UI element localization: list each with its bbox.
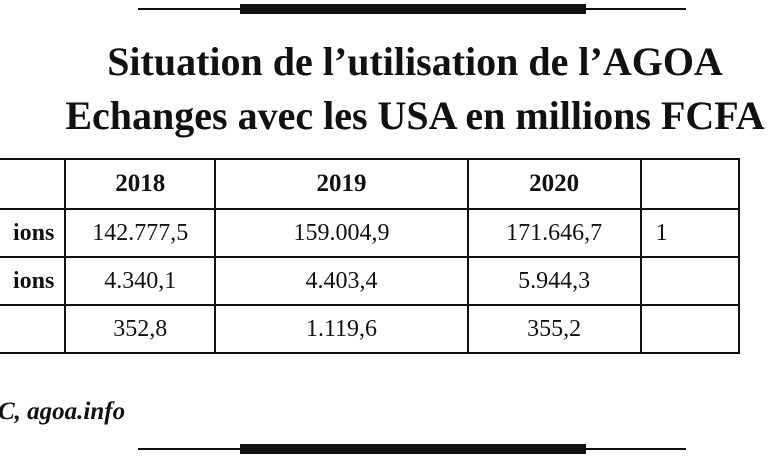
table-cell: 352,8 (64, 304, 217, 354)
title-line-1: Situation de l’utilisation de l’AGOA (107, 39, 723, 84)
source-note: C, agoa.info (0, 398, 126, 425)
table-cell: 171.646,7 (466, 208, 642, 258)
table-row: ions 4.340,1 4.403,4 5.944,3 (0, 256, 741, 306)
header-label-cell (0, 158, 67, 210)
header-2020: 2020 (466, 158, 642, 210)
row-label (0, 304, 67, 354)
table-cell (639, 304, 741, 354)
table-row: ions 142.777,5 159.004,9 171.646,7 1 (0, 208, 741, 258)
table-cell (639, 256, 741, 306)
table-cell: 1 (639, 208, 741, 258)
header-2019: 2019 (214, 158, 469, 210)
table-cell: 159.004,9 (214, 208, 469, 258)
table-row: 352,8 1.119,6 355,2 (0, 304, 741, 354)
table-cell: 355,2 (466, 304, 642, 354)
table-cell: 4.340,1 (64, 256, 217, 306)
header-2018: 2018 (64, 158, 217, 210)
row-label: ions (0, 256, 67, 306)
table-cell: 5.944,3 (466, 256, 642, 306)
agoa-table: 2018 2019 2020 ions 142.777,5 159.004,9 … (0, 158, 741, 354)
header-cut (639, 158, 741, 210)
row-label: ions (0, 208, 67, 258)
table-cell: 4.403,4 (214, 256, 469, 306)
header-row: 2018 2019 2020 (0, 158, 741, 210)
table-cell: 1.119,6 (214, 304, 469, 354)
top-thick-rule (240, 4, 586, 14)
table-cell: 142.777,5 (64, 208, 217, 258)
bottom-thick-rule (240, 444, 586, 454)
title-line-2: Echanges avec les USA en millions FCFA (65, 93, 765, 138)
